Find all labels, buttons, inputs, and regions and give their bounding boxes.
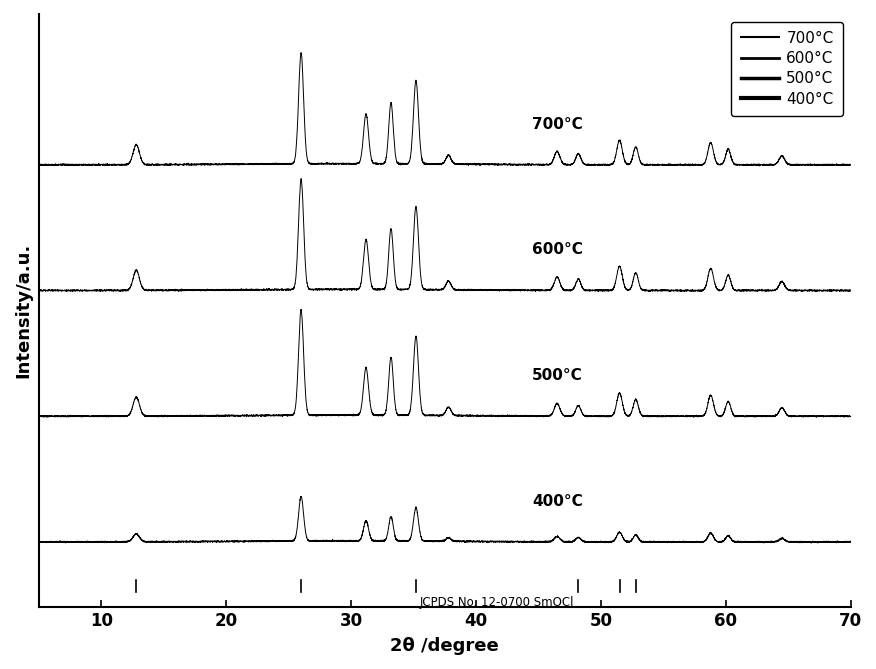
X-axis label: 2θ /degree: 2θ /degree	[391, 637, 499, 655]
Text: JCPDS No. 12-0700 SmOCl: JCPDS No. 12-0700 SmOCl	[420, 596, 574, 609]
Text: 400°C: 400°C	[532, 494, 583, 508]
Legend: 700°C, 600°C, 500°C, 400°C: 700°C, 600°C, 500°C, 400°C	[731, 21, 843, 116]
Text: 600°C: 600°C	[532, 242, 583, 258]
Text: 700°C: 700°C	[532, 116, 583, 132]
Text: 500°C: 500°C	[532, 368, 583, 383]
Y-axis label: Intensity/a.u.: Intensity/a.u.	[14, 243, 32, 378]
